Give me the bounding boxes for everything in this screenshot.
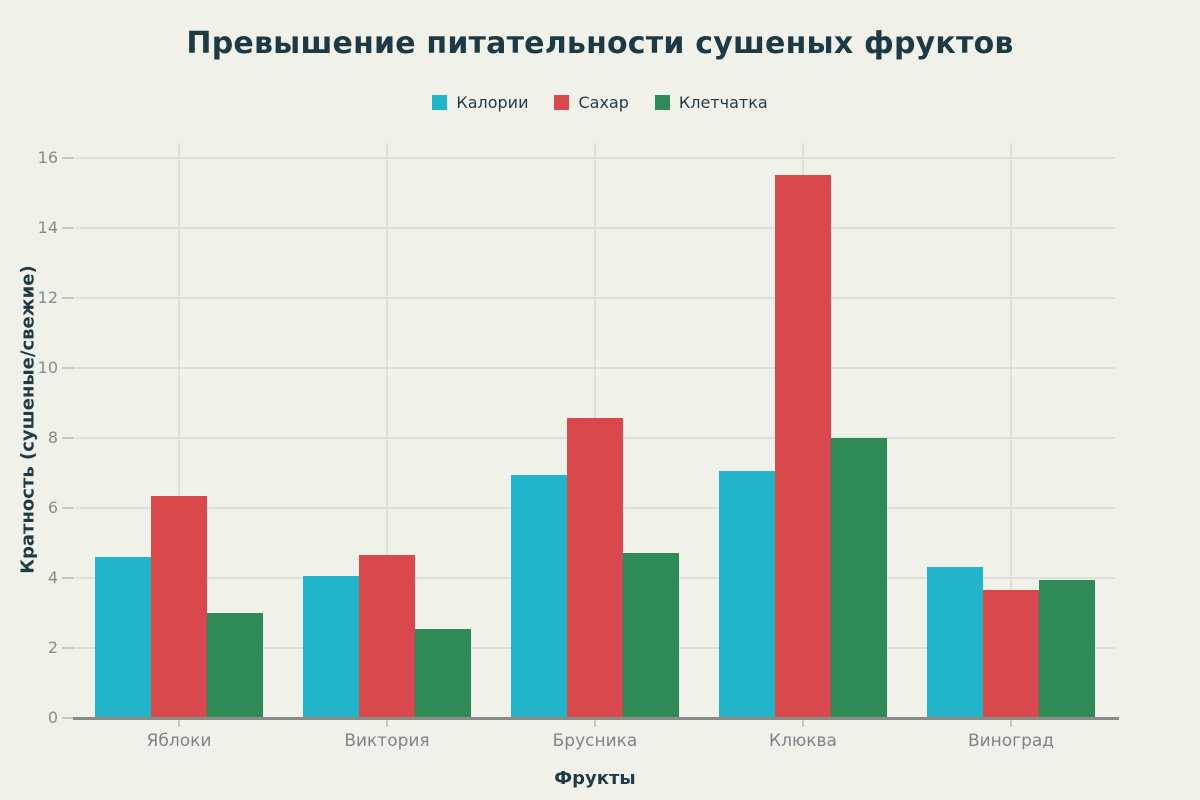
bar-Клюква-Калории: [719, 471, 775, 718]
y-tick-label: 2: [47, 637, 58, 657]
y-tick-mark: [62, 296, 74, 299]
legend-item-2[interactable]: Сахар: [554, 92, 629, 112]
v-gridline: [1010, 143, 1012, 718]
v-gridline: [386, 143, 388, 718]
y-tick-mark: [62, 366, 74, 369]
y-tick-mark: [62, 506, 74, 509]
y-tick-mark: [62, 226, 74, 229]
legend-label: Калории: [456, 92, 529, 112]
x-tick-mark: [1010, 720, 1012, 727]
y-tick-mark: [62, 576, 74, 579]
bar-Брусника-Сахар: [567, 418, 623, 718]
y-tick-label: 4: [47, 567, 58, 587]
legend-swatch-icon: [554, 94, 570, 110]
bar-Виноград-Сахар: [983, 590, 1039, 718]
x-tick-mark: [594, 720, 596, 727]
bar-Брусника-Клетчатка: [623, 553, 679, 718]
x-axis-title: Фрукты: [554, 768, 636, 789]
legend-label: Клетчатка: [678, 92, 768, 112]
x-category-label: Брусника: [552, 731, 638, 751]
legend-swatch-icon: [654, 94, 670, 110]
x-tick-mark: [802, 720, 804, 727]
y-tick-mark: [62, 646, 74, 649]
v-gridline: [178, 143, 180, 718]
bar-Виктория-Сахар: [359, 555, 415, 718]
bar-Виктория-Калории: [303, 576, 359, 718]
bar-Яблоки-Клетчатка: [207, 612, 263, 718]
y-tick-label: 10: [37, 357, 58, 377]
y-tick-mark: [62, 156, 74, 159]
bar-Брусника-Калории: [511, 474, 567, 718]
x-axis-line: [73, 717, 1119, 720]
x-tick-mark: [178, 720, 180, 727]
bar-Яблоки-Калории: [95, 556, 151, 718]
x-category-label: Виктория: [344, 731, 430, 751]
y-tick-label: 12: [37, 287, 58, 307]
legend: Калории Сахар Клетчатка: [0, 92, 1200, 112]
legend-label: Сахар: [578, 92, 629, 112]
x-category-label: Яблоки: [146, 731, 212, 751]
chart-title: Превышение питательности сушеных фруктов: [186, 26, 1014, 61]
y-axis-title: Кратность (сушеные/свежие): [17, 265, 39, 574]
bar-Виноград-Клетчатка: [1039, 579, 1095, 718]
bar-Клюква-Клетчатка: [831, 437, 887, 718]
y-tick-label: 16: [37, 147, 58, 167]
y-tick-mark: [62, 717, 74, 719]
bar-Виктория-Клетчатка: [415, 628, 471, 718]
legend-item-1[interactable]: Калории: [432, 93, 528, 112]
bar-Яблоки-Сахар: [151, 495, 207, 718]
legend-swatch-icon: [432, 94, 448, 110]
y-tick-label: 14: [37, 217, 58, 237]
bar-Виноград-Калории: [927, 567, 983, 718]
y-tick-label: 8: [47, 427, 58, 447]
y-tick-mark: [62, 436, 74, 439]
y-tick-label: 6: [47, 497, 58, 517]
x-category-label: Виноград: [967, 731, 1055, 751]
legend-item-3[interactable]: Клетчатка: [654, 92, 768, 112]
x-tick-mark: [386, 720, 388, 727]
y-tick-label: 0: [47, 708, 58, 727]
x-category-label: Клюква: [769, 731, 837, 751]
bar-Клюква-Сахар: [775, 175, 831, 718]
